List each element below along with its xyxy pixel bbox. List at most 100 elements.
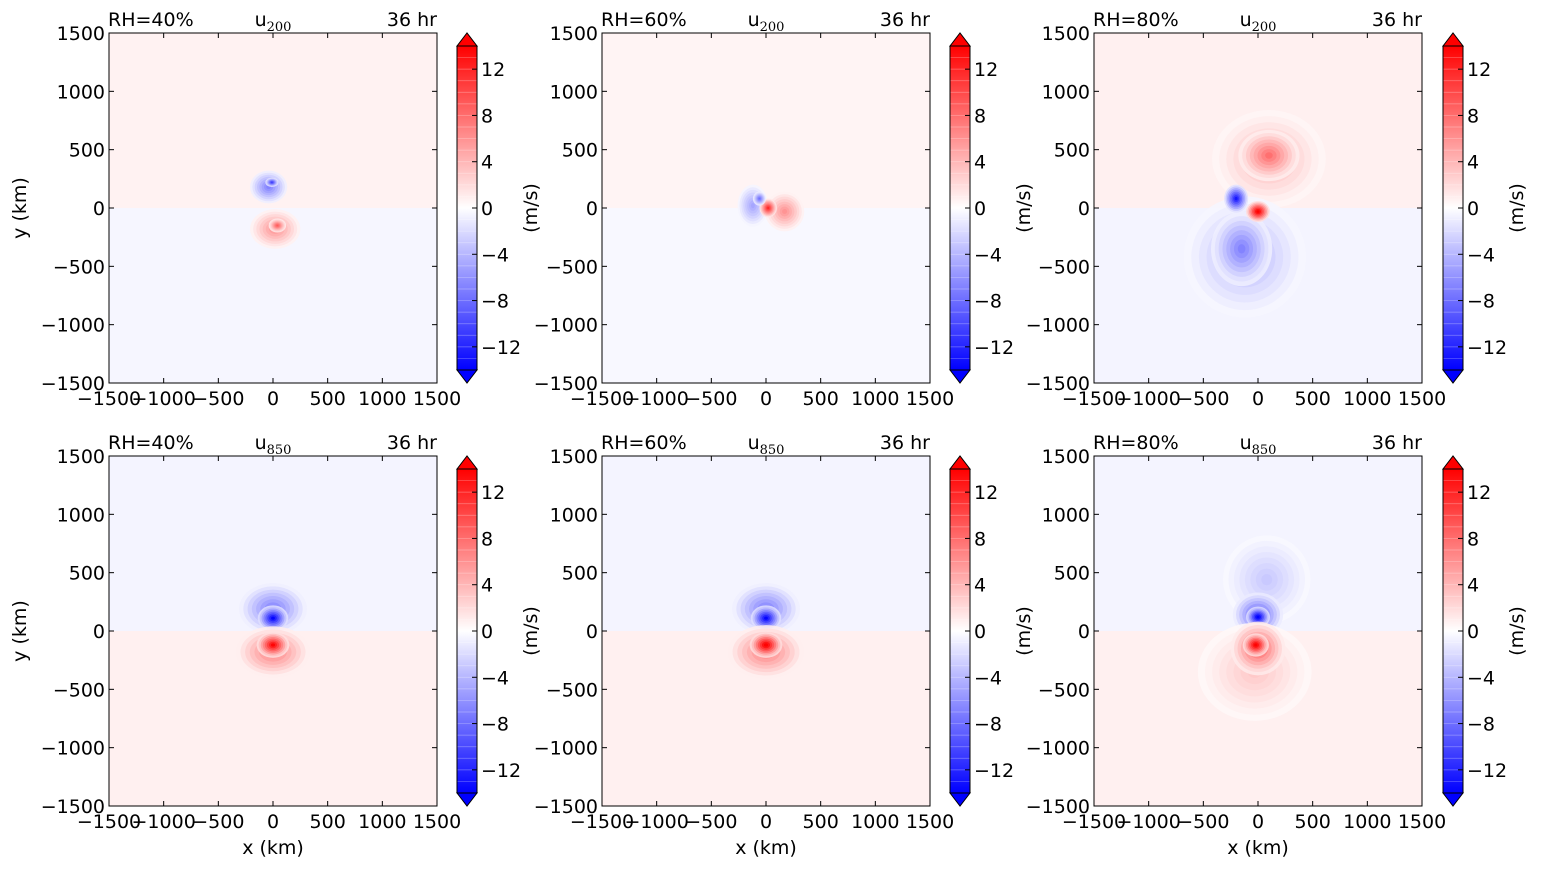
colorbar-tick-label: 8 bbox=[1467, 528, 1479, 550]
y-tick-label: 1000 bbox=[57, 81, 105, 103]
y-tick-label: 0 bbox=[586, 621, 598, 643]
colorbar-tick-label: −8 bbox=[974, 291, 1002, 313]
y-tick-label: −500 bbox=[546, 679, 598, 701]
y-tick-label: −500 bbox=[1038, 256, 1090, 278]
x-tick-label: −500 bbox=[192, 811, 244, 833]
time-label: 36 hr bbox=[1372, 9, 1422, 31]
y-tick-label: 1000 bbox=[550, 81, 598, 103]
x-tick-label: −1000 bbox=[625, 388, 689, 410]
colorbar-tick-label: −8 bbox=[974, 714, 1002, 736]
variable-label: u850 bbox=[1240, 432, 1277, 458]
y-tick-label: −1500 bbox=[41, 796, 105, 818]
field-layer bbox=[109, 456, 437, 806]
y-tick-label: 0 bbox=[586, 198, 598, 220]
x-tick-label: −1000 bbox=[132, 388, 196, 410]
contour-lobe-2 bbox=[271, 616, 275, 620]
y-tick-label: 1000 bbox=[1042, 504, 1090, 526]
field-layer bbox=[1094, 33, 1422, 383]
rh-label: RH=40% bbox=[108, 9, 194, 31]
y-tick-label: −1500 bbox=[534, 796, 598, 818]
colorbar-gradient bbox=[950, 469, 970, 793]
y-tick-label: −500 bbox=[1038, 679, 1090, 701]
y-axis-label: y (km) bbox=[9, 177, 31, 239]
x-tick-label: −1000 bbox=[1117, 388, 1181, 410]
colorbar-extend-max bbox=[1441, 32, 1465, 47]
colorbar-label: (m/s) bbox=[520, 183, 542, 233]
y-tick-label: 500 bbox=[1054, 563, 1090, 585]
x-tick-label: −1000 bbox=[132, 811, 196, 833]
colorbar-tick-label: 0 bbox=[974, 621, 986, 643]
x-tick-label: −1500 bbox=[1062, 388, 1126, 410]
x-tick-label: −1500 bbox=[77, 388, 141, 410]
x-tick-label: 1000 bbox=[1343, 811, 1391, 833]
x-tick-label: −1000 bbox=[625, 811, 689, 833]
x-tick-label: −500 bbox=[685, 388, 737, 410]
rh-label: RH=40% bbox=[108, 432, 194, 454]
colorbar-extend-min bbox=[455, 369, 479, 384]
colorbar: 12 8 4 0 −4 −8 −12 (m/s) bbox=[948, 32, 1035, 384]
colorbar-tick-label: −4 bbox=[974, 244, 1002, 266]
colorbar-extend-max bbox=[455, 455, 479, 470]
panel-2: −1500−1000−500 0 500 1000 1500150010005000−5… bbox=[534, 9, 1035, 410]
colorbar-tick-label: 4 bbox=[974, 575, 986, 597]
colorbar-tick-label: 4 bbox=[481, 152, 493, 174]
colorbar-tick-label: −8 bbox=[481, 714, 509, 736]
variable-label: u200 bbox=[255, 9, 292, 35]
x-tick-label: 0 bbox=[1252, 811, 1264, 833]
colorbar-tick-label: −8 bbox=[1467, 291, 1495, 313]
time-label: 36 hr bbox=[387, 432, 437, 454]
y-tick-label: 1500 bbox=[1042, 446, 1090, 468]
x-tick-label: 500 bbox=[1295, 811, 1331, 833]
time-label: 36 hr bbox=[880, 9, 930, 31]
y-tick-label: 500 bbox=[69, 563, 105, 585]
y-tick-label: −1000 bbox=[1026, 315, 1090, 337]
y-tick-label: 500 bbox=[69, 140, 105, 162]
colorbar-tick-label: −12 bbox=[1467, 337, 1507, 359]
variable-label: u850 bbox=[255, 432, 292, 458]
contour-lobe-6 bbox=[1254, 643, 1258, 647]
contour-lobe-4 bbox=[1237, 244, 1246, 254]
y-tick-label: 0 bbox=[1078, 621, 1090, 643]
y-tick-label: −1000 bbox=[534, 315, 598, 337]
rh-label: RH=80% bbox=[1093, 432, 1179, 454]
colorbar-extend-max bbox=[948, 32, 972, 47]
x-tick-label: 500 bbox=[310, 811, 346, 833]
colorbar-extend-min bbox=[1441, 792, 1465, 807]
panel-3: −1500−1000−500 0 500 1000 1500150010005000−5… bbox=[1026, 9, 1528, 410]
x-tick-label: −1500 bbox=[1062, 811, 1126, 833]
contour-lobe-1 bbox=[750, 203, 755, 209]
y-tick-label: −1500 bbox=[41, 373, 105, 395]
y-tick-label: −500 bbox=[546, 256, 598, 278]
colorbar-tick-label: 8 bbox=[1467, 105, 1479, 127]
y-tick-label: −1000 bbox=[41, 738, 105, 760]
x-tick-label: 0 bbox=[267, 388, 279, 410]
y-tick-label: −1000 bbox=[534, 738, 598, 760]
variable-label: u200 bbox=[1240, 9, 1277, 35]
x-tick-label: 1500 bbox=[413, 811, 461, 833]
contour-lobe-2 bbox=[782, 209, 788, 214]
y-tick-label: −500 bbox=[53, 256, 105, 278]
colorbar-tick-label: 12 bbox=[974, 59, 998, 81]
x-tick-label: −1500 bbox=[570, 811, 634, 833]
colorbar-gradient bbox=[950, 46, 970, 370]
x-tick-label: 1500 bbox=[1398, 811, 1446, 833]
y-tick-label: 1000 bbox=[57, 504, 105, 526]
colorbar-label: (m/s) bbox=[1506, 606, 1528, 656]
contour-lobe-3 bbox=[271, 181, 273, 183]
x-tick-label: 0 bbox=[760, 388, 772, 410]
colorbar-tick-label: 0 bbox=[1467, 198, 1479, 220]
y-tick-label: −1000 bbox=[41, 315, 105, 337]
x-tick-label: −1000 bbox=[1117, 811, 1181, 833]
colorbar-tick-label: 12 bbox=[1467, 59, 1491, 81]
colorbar-tick-label: −8 bbox=[1467, 714, 1495, 736]
time-label: 36 hr bbox=[1372, 432, 1422, 454]
x-tick-label: 500 bbox=[310, 388, 346, 410]
colorbar-label: (m/s) bbox=[1013, 183, 1035, 233]
x-tick-label: −1500 bbox=[77, 811, 141, 833]
x-tick-label: 500 bbox=[1295, 388, 1331, 410]
colorbar-tick-label: 8 bbox=[974, 528, 986, 550]
colorbar-tick-label: −4 bbox=[1467, 667, 1495, 689]
colorbar-extend-min bbox=[1441, 369, 1465, 384]
y-tick-label: −1500 bbox=[534, 373, 598, 395]
colorbar-tick-label: −4 bbox=[1467, 244, 1495, 266]
